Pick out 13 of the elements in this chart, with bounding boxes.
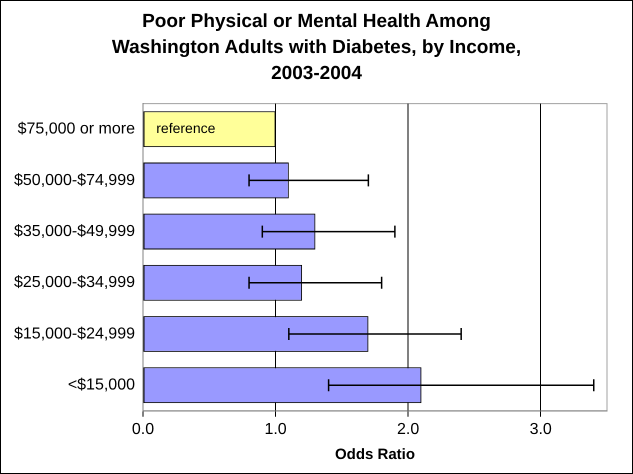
x-tick-label: 2.0 (397, 420, 420, 438)
y-tick-label: $25,000-$34,999 (14, 274, 136, 292)
y-tick-label: $15,000-$24,999 (14, 325, 136, 342)
x-tick-label: 3.0 (530, 420, 552, 438)
y-tick-label: <$15,000 (68, 376, 136, 394)
y-tick-label: $35,000-$49,999 (14, 223, 136, 240)
x-axis-title: Odds Ratio (334, 446, 416, 464)
chart-title: Poor Physical or Mental Health Among Washington Adults with Diabetes, by Income, 2003-2004 (110, 10, 522, 86)
y-tick-label: $75,000 or more (18, 120, 136, 138)
y-tick-label: $50,000-$74,999 (14, 172, 136, 189)
x-tick-label: 0.0 (132, 420, 154, 438)
x-tick-label: 1.0 (264, 420, 287, 438)
annotation: reference (156, 120, 216, 136)
